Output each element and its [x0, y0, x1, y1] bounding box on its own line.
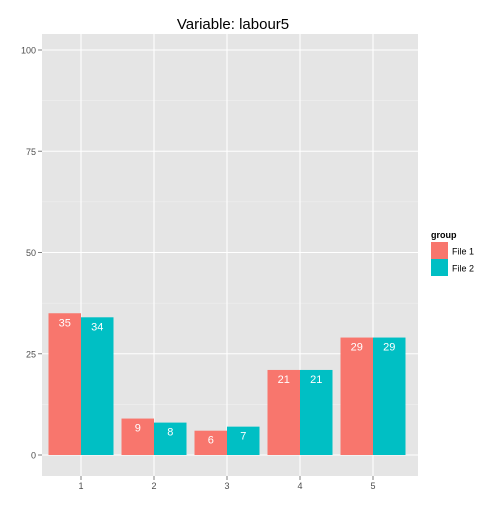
bar-value-label: 21 — [278, 374, 290, 386]
bar — [340, 337, 373, 455]
legend-title: group — [431, 230, 457, 240]
bar — [267, 369, 300, 455]
chart-title: Variable: labour5 — [177, 16, 289, 33]
bar-value-label: 8 — [167, 427, 173, 439]
bar-value-label: 9 — [135, 423, 141, 435]
legend: group File 1 File 2 — [431, 230, 474, 276]
x-tick-label: 5 — [370, 481, 375, 491]
bar — [300, 369, 333, 455]
bar-value-label: 29 — [383, 342, 395, 354]
bar — [194, 430, 227, 455]
x-tick-label: 4 — [297, 481, 302, 491]
y-tick-label: 100 — [21, 46, 36, 56]
x-tick-label: 2 — [151, 481, 156, 491]
bar-value-label: 7 — [240, 431, 246, 443]
y-tick-label: 50 — [26, 248, 36, 258]
bar-value-label: 29 — [351, 342, 363, 354]
bar — [48, 313, 81, 455]
bar-value-label: 6 — [208, 435, 214, 447]
bar — [373, 337, 406, 455]
legend-key — [431, 259, 448, 276]
x-tick-label: 1 — [78, 481, 83, 491]
bar — [121, 418, 154, 455]
legend-key — [431, 242, 448, 259]
legend-label: File 2 — [452, 264, 474, 274]
x-tick-label: 3 — [224, 481, 229, 491]
bar-value-label: 21 — [310, 374, 322, 386]
bar-value-label: 35 — [59, 317, 71, 329]
bar — [227, 426, 260, 455]
y-tick-label: 75 — [26, 147, 36, 157]
bar-value-label: 34 — [91, 321, 103, 333]
y-tick-label: 0 — [31, 451, 36, 461]
y-tick-label: 25 — [26, 349, 36, 359]
legend-label: File 1 — [452, 247, 474, 257]
bar — [154, 422, 187, 455]
bar — [81, 317, 114, 455]
